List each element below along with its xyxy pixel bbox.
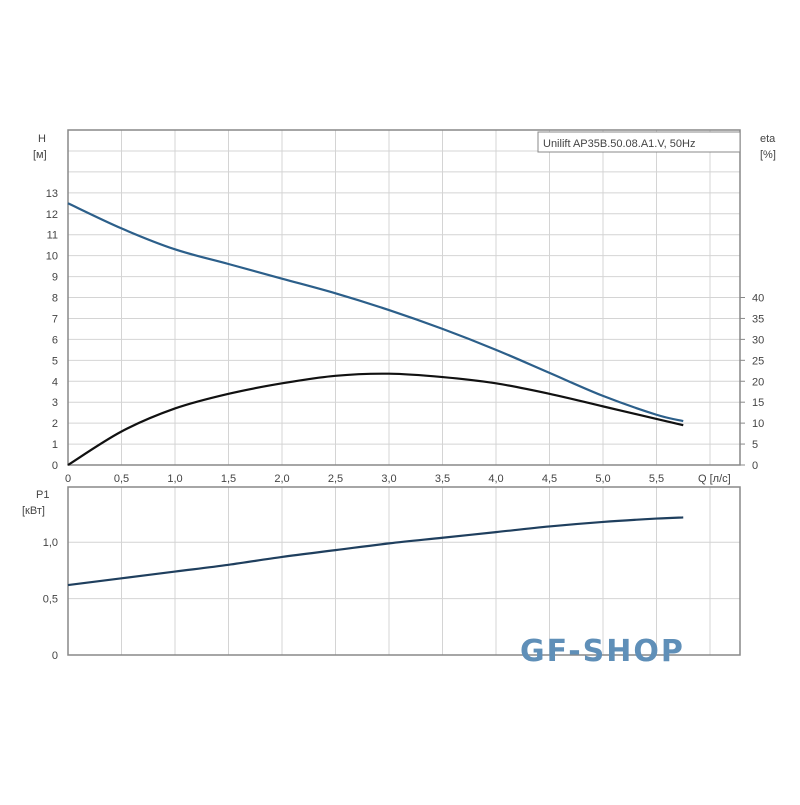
h-tick-label: 10 — [46, 251, 58, 263]
h-tick-label: 12 — [46, 209, 58, 221]
h-tick-label: 0 — [52, 460, 58, 472]
h-tick-label: 8 — [52, 293, 58, 305]
h-tick-label: 7 — [52, 313, 58, 325]
h-tick-label: 13 — [46, 188, 58, 200]
eta-tick-label: 20 — [752, 376, 764, 388]
efficiency-curve — [67, 372, 684, 466]
x-tick-label: 2,0 — [274, 473, 289, 485]
eta-tick-label: 25 — [752, 355, 764, 367]
x-tick-label: 1,5 — [221, 473, 236, 485]
bottom-plot-grid — [67, 486, 741, 656]
h-tick-label: 6 — [52, 334, 58, 346]
h-tick-label: 3 — [52, 397, 58, 409]
legend-text: Unilift AP35B.50.08.A1.V, 50Hz — [543, 138, 695, 150]
h-axis-label: H — [38, 133, 46, 145]
x-tick-label: 0,5 — [114, 473, 129, 485]
eta-tick-label: 0 — [752, 460, 758, 472]
tick-labels: 0 0,5 1,0 1,5 2,0 2,5 3,0 3,5 4,0 4,5 5,0 5,5012345… — [43, 188, 765, 662]
h-tick-label: 2 — [52, 418, 58, 430]
top-plot-grid — [67, 129, 741, 466]
h-tick-label: 9 — [52, 272, 58, 284]
power-curve — [67, 516, 684, 587]
h-tick-label: 11 — [47, 230, 58, 242]
p1-tick-label: 0 — [52, 650, 58, 662]
x-tick-label: 0 — [65, 473, 71, 485]
eta-tick-label: 30 — [752, 334, 764, 346]
h-tick-label: 5 — [52, 355, 58, 367]
eta-tick-label: 40 — [752, 293, 764, 305]
eta-tick-label: 35 — [752, 313, 764, 325]
h-axis-unit: [м] — [33, 149, 47, 161]
x-tick-label: 2,5 — [328, 473, 343, 485]
eta-tick-label: 5 — [752, 439, 758, 451]
x-tick-label: 4,5 — [542, 473, 557, 485]
x-tick-label: 3,5 — [435, 473, 450, 485]
curves — [67, 202, 684, 587]
eta-axis-label: eta — [760, 133, 776, 145]
x-tick-label: 4,0 — [488, 473, 503, 485]
h-tick-label: 4 — [52, 376, 58, 388]
x-tick-label: 5,5 — [649, 473, 664, 485]
x-tick-label: 5,0 — [595, 473, 610, 485]
h-tick-label: 1 — [52, 439, 58, 451]
p1-axis-unit: [кВт] — [22, 505, 45, 517]
q-axis-label: Q [л/с] — [698, 473, 731, 485]
bottom-plot-frame — [67, 486, 741, 656]
x-tick-label: 3,0 — [381, 473, 396, 485]
x-tick-label: 1,0 — [167, 473, 182, 485]
p1-axis-label: P1 — [36, 489, 49, 501]
watermark-logo: GF-SHOP — [520, 634, 685, 669]
p1-tick-label: 1,0 — [43, 537, 58, 549]
eta-tick-label: 10 — [752, 418, 764, 430]
legend-box — [537, 131, 741, 153]
head-curve — [67, 202, 684, 423]
eta-axis-unit: [%] — [760, 149, 776, 161]
eta-tick-label: 15 — [752, 397, 764, 409]
p1-tick-label: 0,5 — [43, 594, 58, 606]
